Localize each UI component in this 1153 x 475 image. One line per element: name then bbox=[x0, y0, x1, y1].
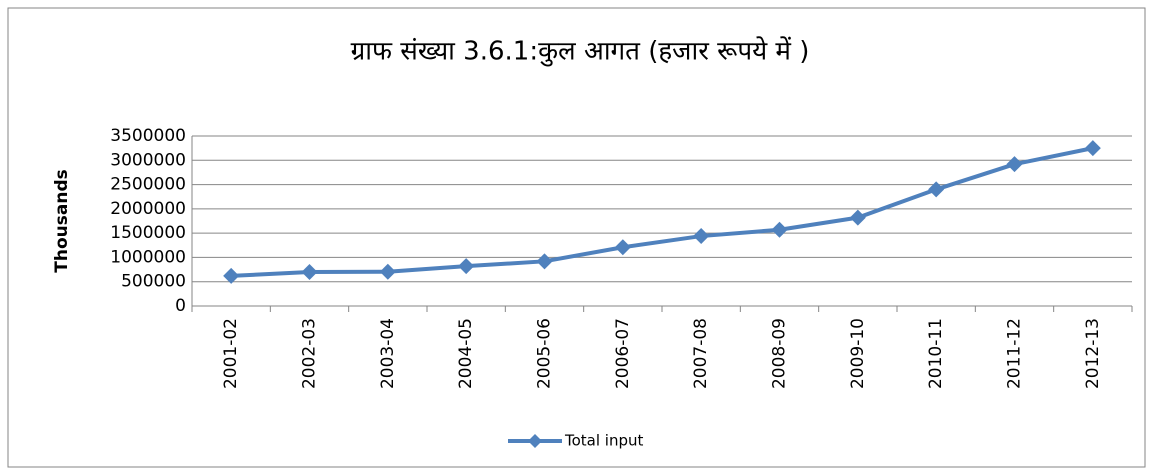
x-tick-label: 2005-06 bbox=[535, 318, 555, 389]
marker bbox=[1084, 140, 1101, 157]
x-tick-label: 2001-02 bbox=[221, 318, 241, 389]
marker bbox=[771, 221, 788, 238]
marker bbox=[536, 253, 553, 270]
marker bbox=[614, 239, 631, 256]
x-tick-label: 2010-11 bbox=[926, 318, 946, 389]
x-tick-label: 2003-04 bbox=[378, 318, 398, 389]
legend-marker bbox=[528, 434, 542, 448]
marker bbox=[223, 267, 240, 284]
series-line bbox=[231, 146, 1094, 278]
x-tick-label: 2012-13 bbox=[1083, 318, 1103, 389]
x-tick-label: 2007-08 bbox=[691, 318, 711, 389]
y-tick-label: 2500000 bbox=[110, 175, 186, 195]
y-axis-label: Thousands bbox=[52, 169, 72, 272]
chart-title: ग्राफ संख्या 3.6.1:कुल आगत (हजार रूपये म… bbox=[351, 36, 810, 67]
y-tick-label: 1500000 bbox=[110, 223, 186, 243]
marker bbox=[693, 228, 710, 245]
y-tick-label: 2000000 bbox=[110, 199, 186, 219]
marker bbox=[301, 264, 318, 280]
chart-border bbox=[7, 7, 1146, 468]
y-tick-label: 3500000 bbox=[110, 126, 186, 146]
marker bbox=[458, 258, 475, 275]
x-tick-label: 2009-10 bbox=[848, 318, 868, 389]
x-tick-label: 2004-05 bbox=[456, 318, 476, 389]
y-tick-label: 0 bbox=[175, 296, 186, 316]
marker bbox=[928, 181, 945, 198]
x-tick-label: 2006-07 bbox=[613, 318, 633, 389]
x-tick-label: 2011-12 bbox=[1005, 318, 1025, 389]
marker bbox=[379, 263, 396, 280]
y-tick-label: 500000 bbox=[121, 272, 186, 292]
marker bbox=[849, 209, 866, 226]
marker bbox=[1006, 156, 1023, 173]
y-tick-label: 1000000 bbox=[110, 247, 186, 267]
x-tick-label: 2008-09 bbox=[770, 318, 790, 389]
x-tick-label: 2002-03 bbox=[300, 318, 320, 389]
y-tick-label: 3000000 bbox=[110, 150, 186, 170]
legend-label: Total input bbox=[564, 432, 644, 450]
